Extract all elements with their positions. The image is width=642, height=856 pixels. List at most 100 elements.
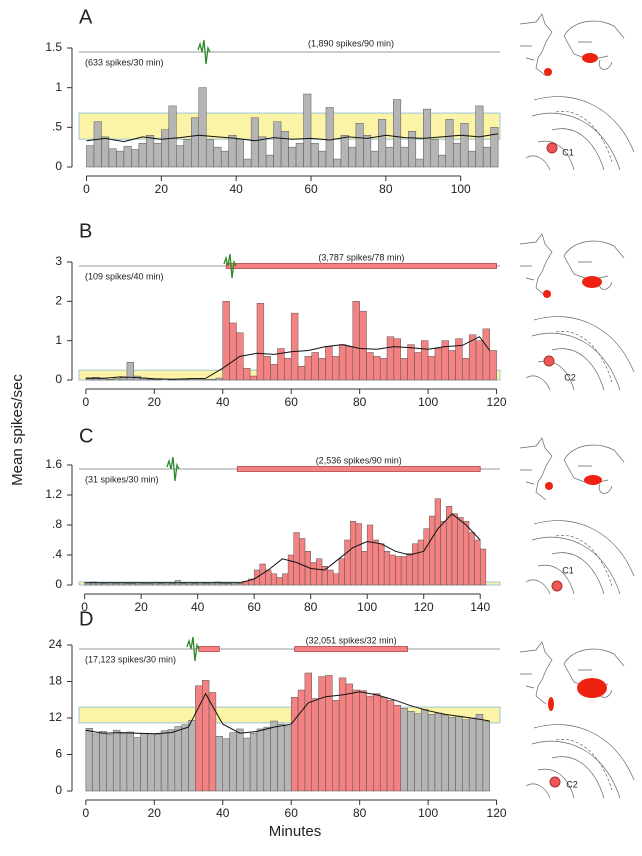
bar — [141, 584, 147, 586]
bar — [325, 347, 332, 380]
site-dot — [545, 482, 553, 490]
bar — [141, 733, 148, 791]
bar — [424, 529, 430, 585]
x-tick-label: 120 — [487, 395, 507, 409]
bar — [176, 146, 183, 167]
site-region — [582, 276, 602, 288]
x-tick-label: 120 — [487, 806, 507, 820]
bar — [116, 151, 123, 167]
bar — [271, 574, 277, 585]
bar — [284, 726, 291, 791]
bar — [161, 731, 168, 791]
bar — [109, 149, 116, 167]
bar — [386, 147, 393, 167]
bar — [416, 159, 423, 167]
bar — [483, 329, 490, 380]
bar — [435, 349, 442, 380]
bar — [435, 713, 442, 791]
post-annotation: (3,787 spikes/78 min) — [318, 252, 404, 262]
bar — [367, 696, 374, 791]
bar — [291, 697, 298, 791]
bar — [100, 731, 107, 791]
bar — [124, 146, 131, 167]
bar — [305, 673, 312, 791]
bar — [353, 690, 360, 791]
bar — [339, 559, 345, 585]
bar — [296, 143, 303, 167]
y-tick-label: 0 — [55, 577, 62, 591]
bar — [146, 135, 153, 167]
x-axis-label: Minutes — [269, 823, 322, 840]
bar — [271, 721, 278, 791]
bar — [401, 358, 408, 380]
x-tick-label: 100 — [451, 182, 471, 196]
bar — [139, 143, 146, 167]
bar — [93, 734, 100, 791]
diagrams — [520, 14, 634, 798]
bar — [216, 378, 223, 380]
bar — [380, 358, 387, 380]
bar — [311, 563, 317, 586]
pre-annotation: (17,123 spikes/30 min) — [85, 654, 176, 664]
bar — [266, 155, 273, 167]
bar — [257, 303, 264, 380]
bar — [299, 539, 305, 586]
bar — [332, 356, 339, 380]
bar — [127, 732, 134, 791]
bar — [483, 722, 490, 791]
bar — [294, 533, 300, 586]
bar — [216, 736, 223, 791]
y-tick-label: 6 — [55, 747, 62, 761]
bar — [169, 106, 176, 167]
bar — [367, 525, 373, 585]
x-tick-label: 40 — [216, 806, 230, 820]
panel-letter: D — [79, 608, 93, 630]
bar — [491, 127, 498, 167]
bar — [288, 555, 294, 585]
bar — [113, 378, 120, 380]
bar — [353, 301, 360, 380]
diagram-label: C2 — [564, 372, 576, 382]
bar — [435, 499, 441, 585]
bar — [182, 725, 189, 791]
bar — [291, 313, 298, 380]
bar — [229, 135, 236, 167]
bar — [371, 151, 378, 167]
bar — [264, 356, 271, 380]
bar — [223, 301, 230, 380]
site-dot — [552, 581, 562, 591]
bar — [120, 378, 127, 380]
bar — [169, 584, 175, 586]
stimulation-bar — [226, 264, 496, 269]
diagram-label: C2 — [566, 779, 578, 789]
bar — [298, 366, 305, 380]
pre-annotation: (633 spikes/30 min) — [85, 57, 164, 67]
stimulation-bar — [199, 647, 220, 652]
diagram-label: C1 — [562, 565, 574, 575]
bar — [462, 720, 469, 791]
bar — [469, 533, 475, 586]
bar — [463, 521, 469, 585]
bar — [199, 88, 206, 167]
x-tick-label: 100 — [418, 806, 438, 820]
bar — [475, 540, 481, 585]
bar — [257, 729, 264, 791]
bar — [441, 521, 447, 585]
x-tick-label: 80 — [353, 806, 367, 820]
bar — [394, 705, 401, 791]
bar — [461, 123, 468, 167]
x-tick-label: 20 — [148, 395, 162, 409]
bar — [304, 94, 311, 167]
site-region — [584, 475, 602, 485]
bar — [387, 337, 394, 380]
bar — [367, 352, 374, 380]
x-tick-label: 40 — [229, 182, 243, 196]
bar — [86, 379, 93, 380]
bar — [319, 151, 326, 167]
bar — [264, 727, 271, 791]
x-tick-label: 60 — [285, 806, 299, 820]
bar — [373, 540, 379, 585]
bar — [251, 118, 258, 167]
